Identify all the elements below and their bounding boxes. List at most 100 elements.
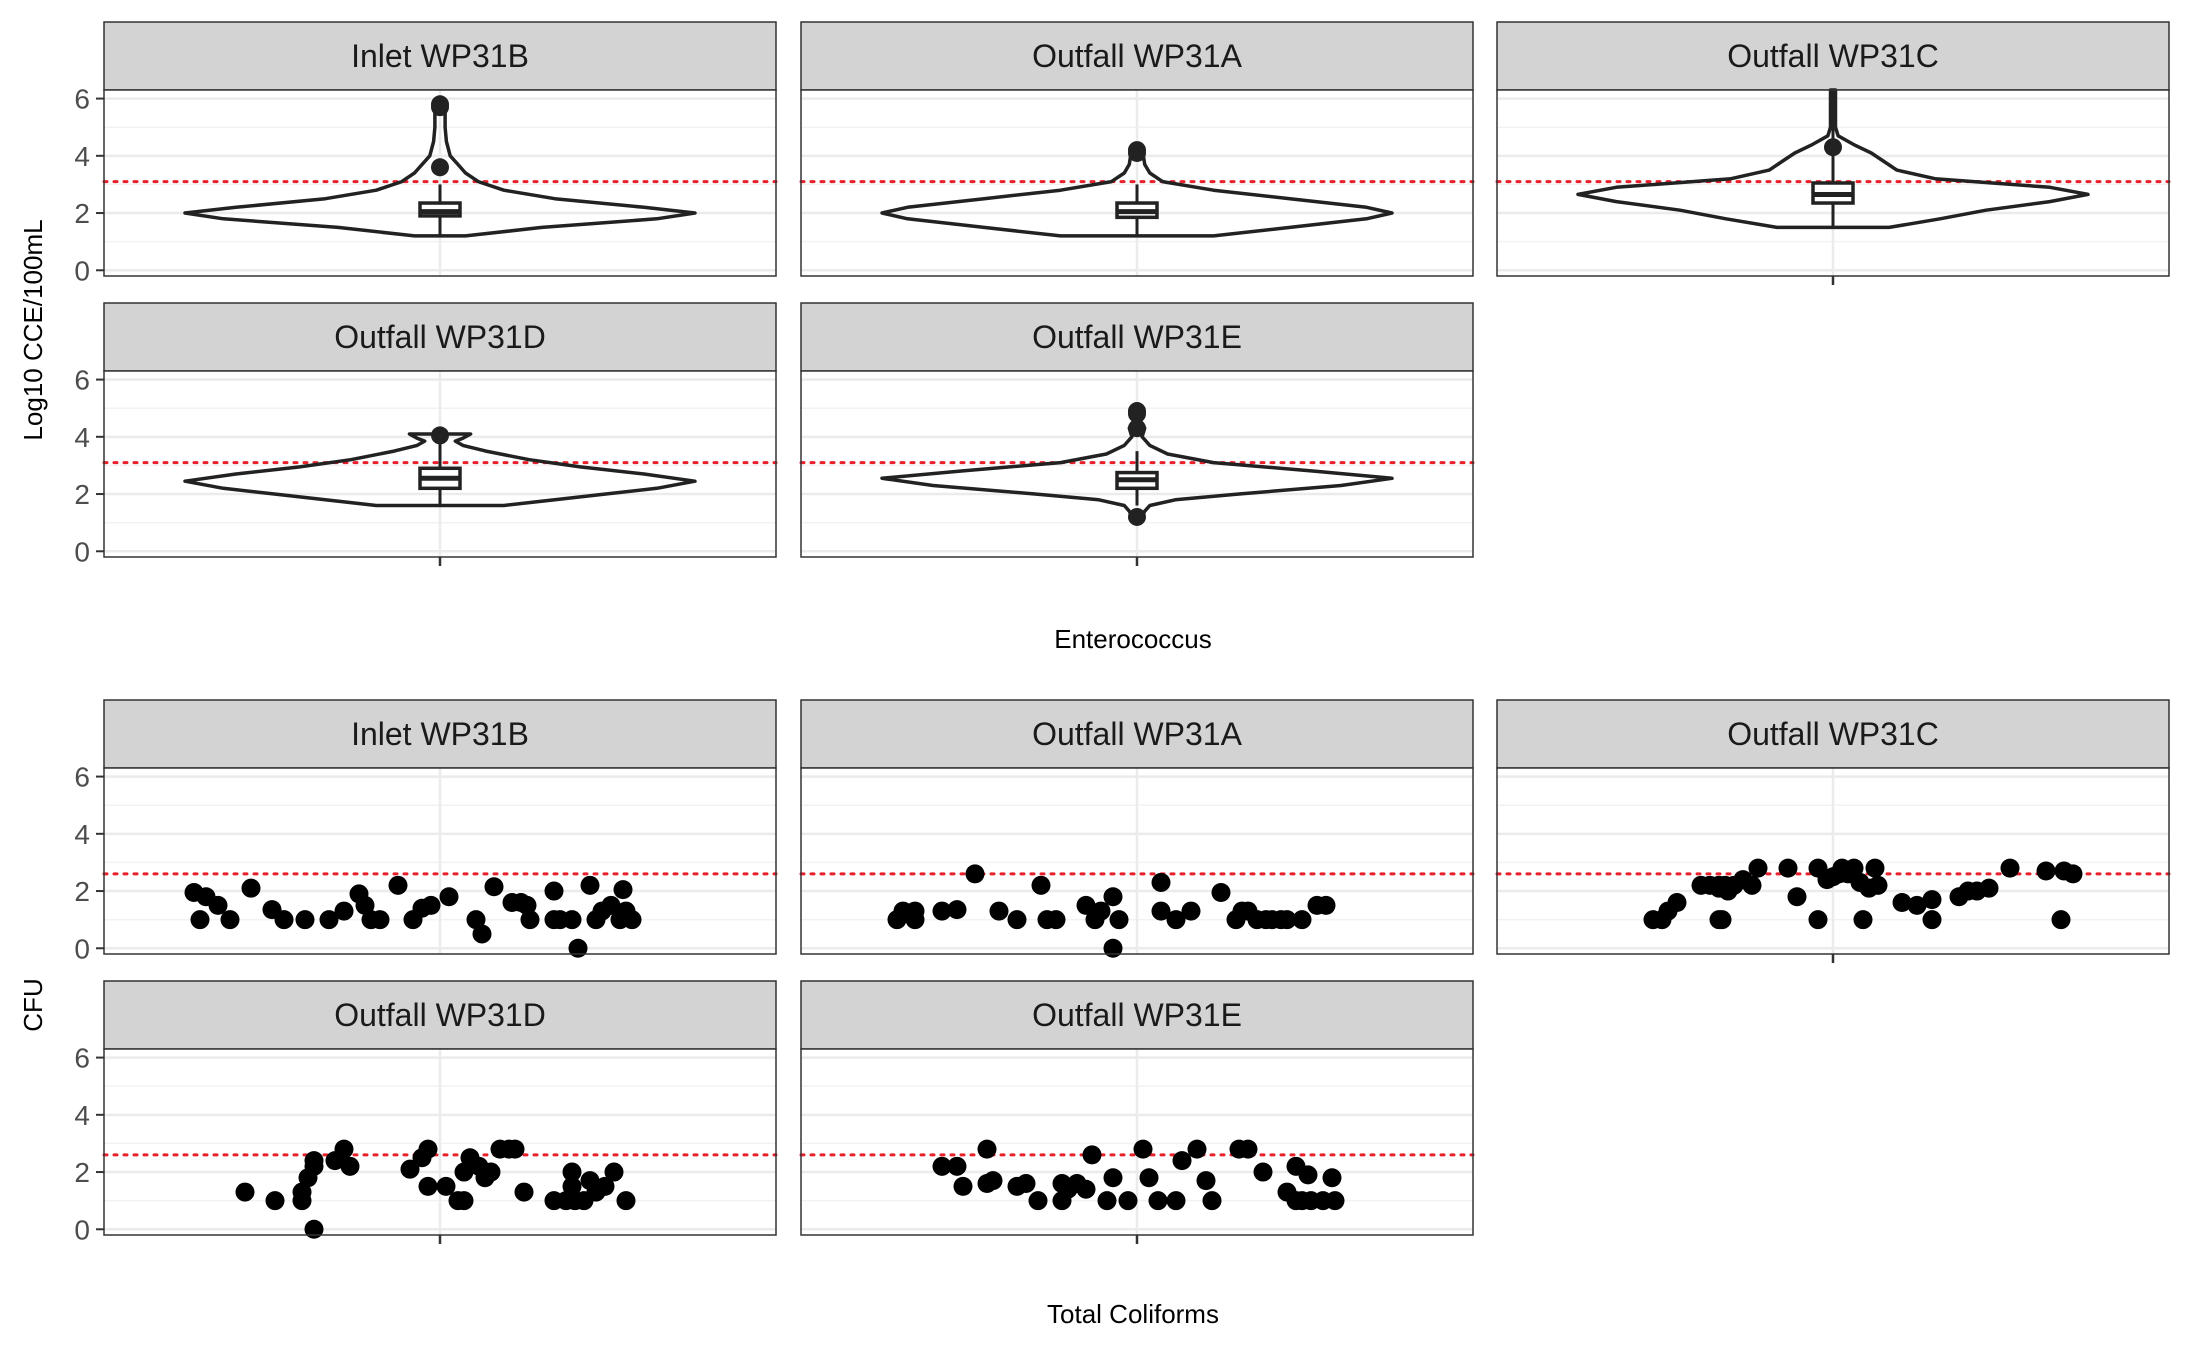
y-tick-label: 2: [74, 198, 90, 229]
bottom-y-axis-title: CFU: [18, 978, 48, 1031]
data-point: [568, 938, 588, 958]
data-point: [1844, 858, 1864, 878]
data-point: [1133, 1139, 1153, 1159]
data-point: [235, 1182, 255, 1202]
data-point: [1742, 875, 1762, 895]
data-point: [454, 1162, 474, 1182]
data-point: [947, 1156, 967, 1176]
data-point: [1316, 895, 1336, 915]
data-point: [1103, 887, 1123, 907]
y-tick-label: 0: [74, 933, 90, 964]
data-point: [436, 1176, 456, 1196]
data-point: [1166, 910, 1186, 930]
data-point: [1103, 938, 1123, 958]
y-tick-label: 4: [74, 422, 90, 453]
data-point: [292, 1182, 312, 1202]
data-point: [932, 901, 952, 921]
data-point: [1028, 1191, 1048, 1211]
facet-strip-label: Outfall WP31E: [1032, 319, 1242, 355]
data-point: [265, 1191, 285, 1211]
data-point: [1097, 1191, 1117, 1211]
y-tick-label: 4: [74, 819, 90, 850]
data-point: [1211, 882, 1231, 902]
data-point: [905, 910, 925, 930]
data-point: [1109, 910, 1129, 930]
data-point: [241, 878, 261, 898]
data-point: [1187, 1139, 1207, 1159]
facet-strip-label: Inlet WP31B: [351, 716, 529, 752]
data-point: [505, 1139, 525, 1159]
panel-border: [800, 89, 1474, 277]
data-point: [2036, 861, 2056, 881]
data-point: [295, 910, 315, 930]
data-point: [418, 1176, 438, 1196]
data-point: [1253, 1162, 1273, 1182]
outlier-point: [431, 158, 449, 177]
data-point: [400, 1159, 420, 1179]
data-point: [421, 895, 441, 915]
bottom-x-axis-title: Total Coliforms: [1047, 1299, 1219, 1329]
data-point: [1787, 887, 1807, 907]
data-point: [208, 895, 228, 915]
data-point: [2063, 864, 2083, 884]
outlier-point: [1824, 138, 1842, 157]
facet-strip: [800, 980, 1474, 1050]
data-point: [1715, 875, 1735, 895]
data-point: [1007, 910, 1027, 930]
data-point: [304, 1219, 324, 1239]
data-point: [1277, 910, 1297, 930]
data-point: [334, 1139, 354, 1159]
data-point: [1166, 1191, 1186, 1211]
facet-panel: Outfall WP31E: [799, 980, 1475, 1244]
data-point: [601, 895, 621, 915]
data-point: [983, 1171, 1003, 1191]
facet-panel: Inlet WP31B 0 2 4 6: [74, 699, 778, 964]
data-point: [1709, 910, 1729, 930]
data-point: [1118, 1191, 1138, 1211]
facet-panel: Outfall WP31D 0 2 4 6: [74, 980, 778, 1245]
y-tick-label: 0: [74, 1214, 90, 1245]
data-point: [604, 1162, 624, 1182]
data-point: [1046, 910, 1066, 930]
data-point: [370, 910, 390, 930]
data-point: [977, 1139, 997, 1159]
facet-strip: [103, 302, 777, 372]
outlier-point: [1128, 507, 1146, 526]
data-point: [2051, 910, 2071, 930]
data-point: [562, 1162, 582, 1182]
facet-strip-label: Outfall WP31A: [1032, 38, 1243, 74]
data-point: [484, 877, 504, 897]
data-point: [481, 1162, 501, 1182]
data-point: [1778, 858, 1798, 878]
data-point: [1031, 875, 1051, 895]
data-point: [595, 1176, 615, 1196]
data-point: [1151, 901, 1171, 921]
data-point: [1907, 895, 1927, 915]
y-tick-label: 6: [74, 762, 90, 793]
data-point: [1322, 1168, 1342, 1188]
facet-panel: Outfall WP31E: [799, 302, 1475, 566]
y-tick-label: 0: [74, 536, 90, 567]
data-point: [340, 1156, 360, 1176]
data-point: [472, 924, 492, 944]
data-point: [947, 900, 967, 920]
data-point: [334, 901, 354, 921]
facet-panel: Outfall WP31A: [799, 699, 1475, 958]
facet-strip-label: Inlet WP31B: [351, 38, 529, 74]
y-tick-label: 6: [74, 365, 90, 396]
data-point: [274, 910, 294, 930]
top-x-axis-title: Enterococcus: [1054, 624, 1212, 654]
outlier-point: [431, 95, 449, 114]
panel-border: [103, 89, 777, 277]
facet-strip-label: Outfall WP31D: [334, 319, 546, 355]
facet-strip: [1496, 699, 2170, 769]
data-point: [1667, 892, 1687, 912]
data-point: [1016, 1173, 1036, 1193]
y-tick-label: 6: [74, 84, 90, 115]
data-point: [319, 910, 339, 930]
data-point: [388, 875, 408, 895]
outlier-point: [431, 426, 449, 445]
y-tick-label: 2: [74, 1157, 90, 1188]
facet-panel: Outfall WP31C: [1495, 21, 2171, 285]
data-point: [1892, 892, 1912, 912]
